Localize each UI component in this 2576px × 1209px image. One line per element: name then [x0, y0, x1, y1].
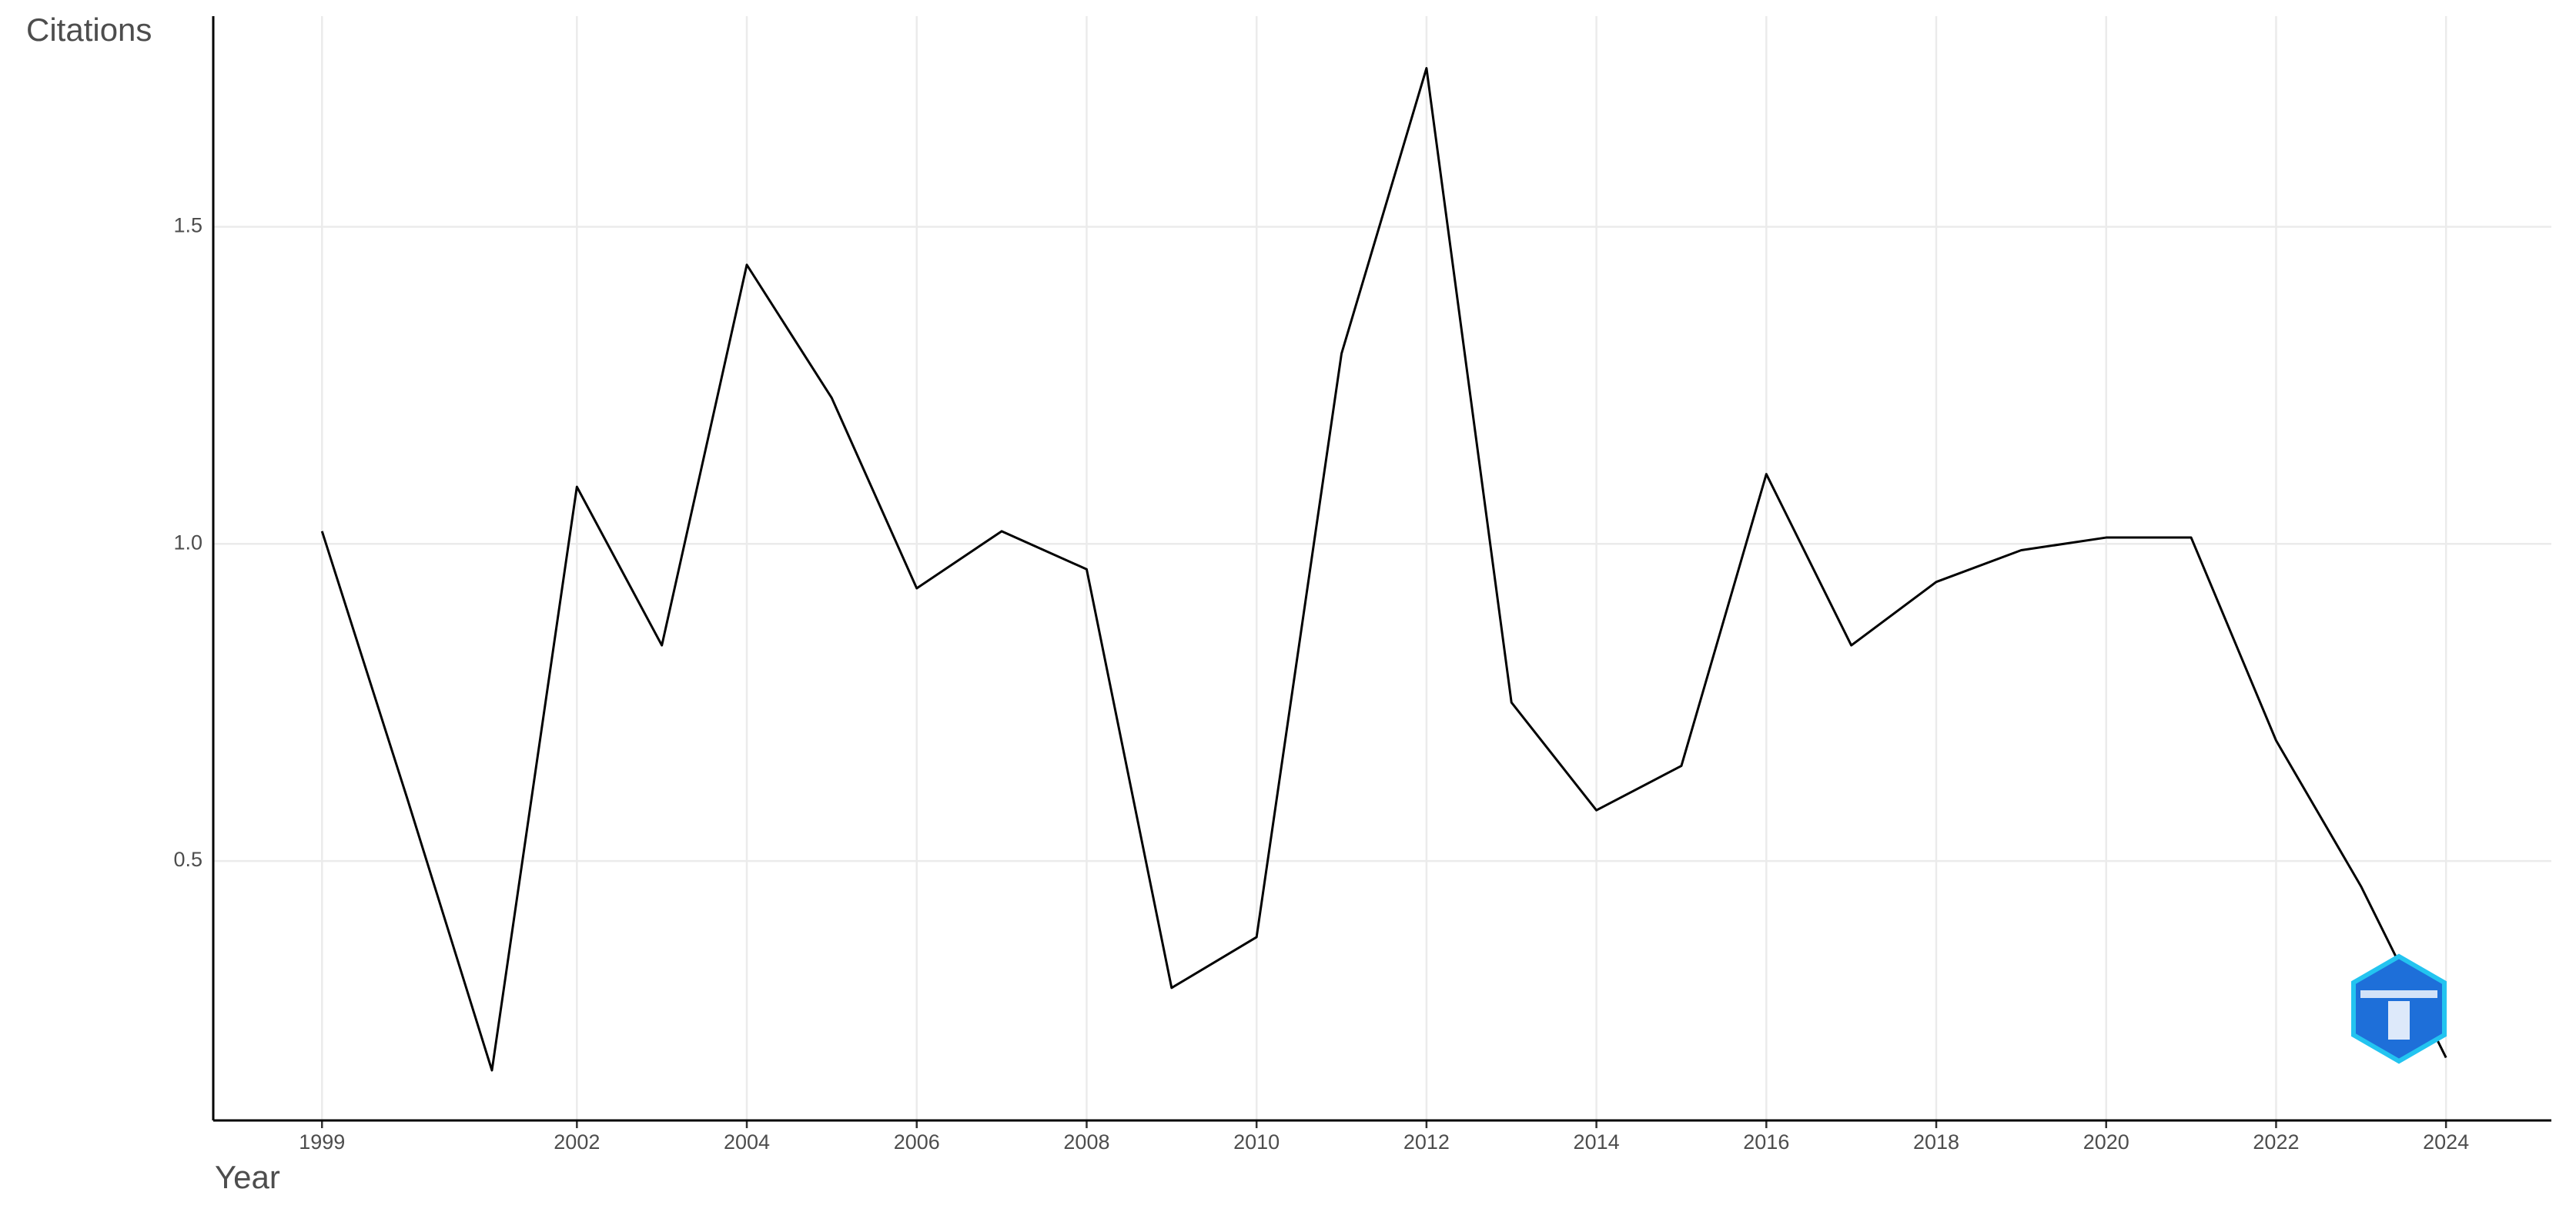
- x-tick-label: 2010: [1233, 1130, 1280, 1154]
- logo-band: [2360, 990, 2437, 998]
- x-tick-label: 1999: [299, 1130, 345, 1154]
- x-tick-label: 2008: [1063, 1130, 1109, 1154]
- x-tick-label: 2020: [2083, 1130, 2129, 1154]
- y-tick-label: 1.0: [173, 531, 202, 554]
- y-axis-title: Citations: [26, 12, 152, 48]
- logo: [2351, 953, 2447, 1064]
- x-tick-label: 2014: [1574, 1130, 1620, 1154]
- x-tick-label: 2016: [1743, 1130, 1789, 1154]
- x-tick-label: 2022: [2253, 1130, 2299, 1154]
- y-tick-label: 0.5: [173, 848, 202, 871]
- x-tick-label: 2012: [1403, 1130, 1450, 1154]
- x-tick-label: 2004: [724, 1130, 770, 1154]
- plot: [320, 67, 2447, 1072]
- x-tick-label: 2002: [554, 1130, 600, 1154]
- grid: [213, 16, 2551, 1120]
- data-line: [320, 67, 2447, 1072]
- x-tick-label: 2024: [2423, 1130, 2469, 1154]
- x-tick-label: 2018: [1913, 1130, 1959, 1154]
- logo-icon: [2388, 1001, 2410, 1040]
- x-tick-label: 2006: [894, 1130, 940, 1154]
- x-axis-title: Year: [215, 1159, 280, 1195]
- y-tick-label: 1.5: [173, 214, 202, 237]
